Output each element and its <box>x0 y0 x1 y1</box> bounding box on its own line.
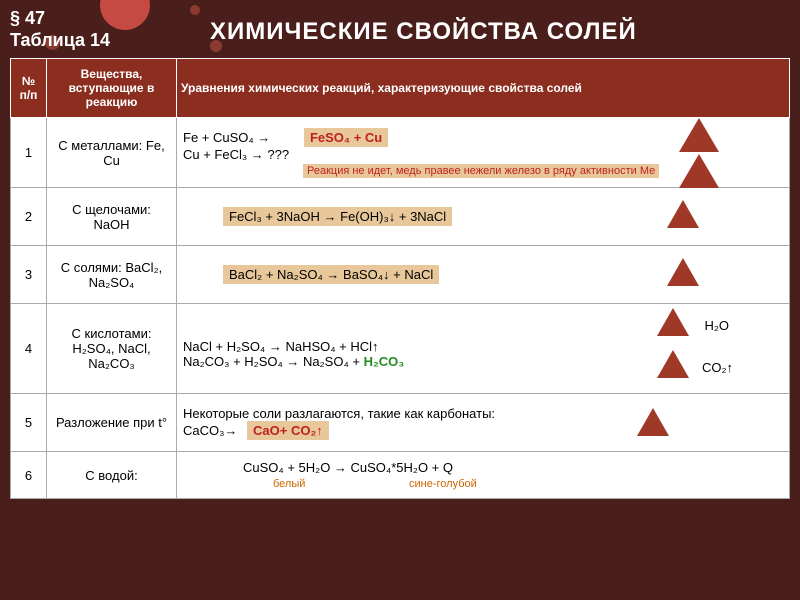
row-substances: С металлами: Fe, Cu <box>47 118 177 188</box>
equation-box: FeCl₃ + 3NaOH → Fe(OH)₃↓ + 3NaCl <box>223 207 452 226</box>
table-row: 4 С кислотами: H₂SO₄, NaCl, Na₂CO₃ NaCl … <box>11 304 790 394</box>
row-equation: NaCl + H₂SO₄ → NaHSO₄ + HCl↑ Na₂CO₃ + H₂… <box>177 304 790 394</box>
eq-text: Cu + FeCl₃ → ??? <box>183 147 289 162</box>
row-equation: FeCl₃ + 3NaOH → Fe(OH)₃↓ + 3NaCl <box>177 188 790 246</box>
triangle-icon <box>679 154 719 188</box>
row-num: 6 <box>11 452 47 499</box>
deco-circle <box>100 0 150 30</box>
row-equation: Fe + CuSO₄ → FeSO₄ + Cu Cu + FeCl₃ → ???… <box>177 118 790 188</box>
row-equation: BaCl₂ + Na₂SO₄ → BaSO₄↓ + NaCl <box>177 246 790 304</box>
color-label: сине-голубой <box>409 478 477 490</box>
row-substances: С щелочами: NaOH <box>47 188 177 246</box>
col-header-equations: Уравнения химических реакций, характериз… <box>177 59 790 118</box>
eq-text: Na₂CO₃ + H₂SO₄ → Na₂SO₄ + <box>183 354 364 369</box>
product-box: CaO+ CO₂↑ <box>247 421 329 440</box>
eq-text: CaCO₃→ <box>183 423 237 438</box>
table-row: 2 С щелочами: NaOH FeCl₃ + 3NaOH → Fe(OH… <box>11 188 790 246</box>
table-row: 6 С водой: CuSO₄ + 5H₂O → CuSO₄*5H₂O + Q… <box>11 452 790 499</box>
eq-text: NaCl + H₂SO₄ → NaHSO₄ + HCl↑ <box>183 339 379 354</box>
table-row: 5 Разложение при t° Некоторые соли разла… <box>11 394 790 452</box>
row-substances: С солями: BaCl₂, Na₂SO₄ <box>47 246 177 304</box>
eq-text: Некоторые соли разлагаются, такие как ка… <box>183 406 495 421</box>
row-substances: С водой: <box>47 452 177 499</box>
triangle-icon <box>637 408 669 436</box>
side-product: CO₂↑ <box>702 360 733 375</box>
col-header-substances: Вещества, вступающие в реакцию <box>47 59 177 118</box>
row-substances: Разложение при t° <box>47 394 177 452</box>
triangle-icon <box>679 118 719 152</box>
section-label: § 47 <box>10 8 45 29</box>
triangle-icon <box>667 258 699 286</box>
color-label: белый <box>273 478 305 490</box>
triangle-icon <box>657 308 689 336</box>
eq-product: H₂CO₃ <box>364 354 405 369</box>
deco-dot <box>190 5 200 15</box>
chemistry-table: № п/п Вещества, вступающие в реакцию Ура… <box>10 58 790 499</box>
row-num: 3 <box>11 246 47 304</box>
row-num: 5 <box>11 394 47 452</box>
page-title: ХИМИЧЕСКИЕ СВОЙСТВА СОЛЕЙ <box>210 18 637 46</box>
row-num: 4 <box>11 304 47 394</box>
table-row: 3 С солями: BaCl₂, Na₂SO₄ BaCl₂ + Na₂SO₄… <box>11 246 790 304</box>
row-substances: С кислотами: H₂SO₄, NaCl, Na₂CO₃ <box>47 304 177 394</box>
row-equation: Некоторые соли разлагаются, такие как ка… <box>177 394 790 452</box>
row-num: 2 <box>11 188 47 246</box>
product-box: FeSO₄ + Cu <box>304 128 388 147</box>
reaction-note: Реакция не идет, медь правее нежели желе… <box>303 164 659 178</box>
equation-box: BaCl₂ + Na₂SO₄ → BaSO₄↓ + NaCl <box>223 265 439 284</box>
eq-text: CuSO₄ + 5H₂O → CuSO₄*5H₂O + Q <box>243 460 453 475</box>
triangle-icon <box>657 350 689 378</box>
eq-text: Fe + CuSO₄ → <box>183 130 270 145</box>
row-equation: CuSO₄ + 5H₂O → CuSO₄*5H₂O + Q белый сине… <box>177 452 790 499</box>
col-header-num: № п/п <box>11 59 47 118</box>
triangle-icon <box>667 200 699 228</box>
row-num: 1 <box>11 118 47 188</box>
table-label: Таблица 14 <box>10 30 110 51</box>
table-row: 1 С металлами: Fe, Cu Fe + CuSO₄ → FeSO₄… <box>11 118 790 188</box>
side-product: H₂O <box>704 318 729 333</box>
